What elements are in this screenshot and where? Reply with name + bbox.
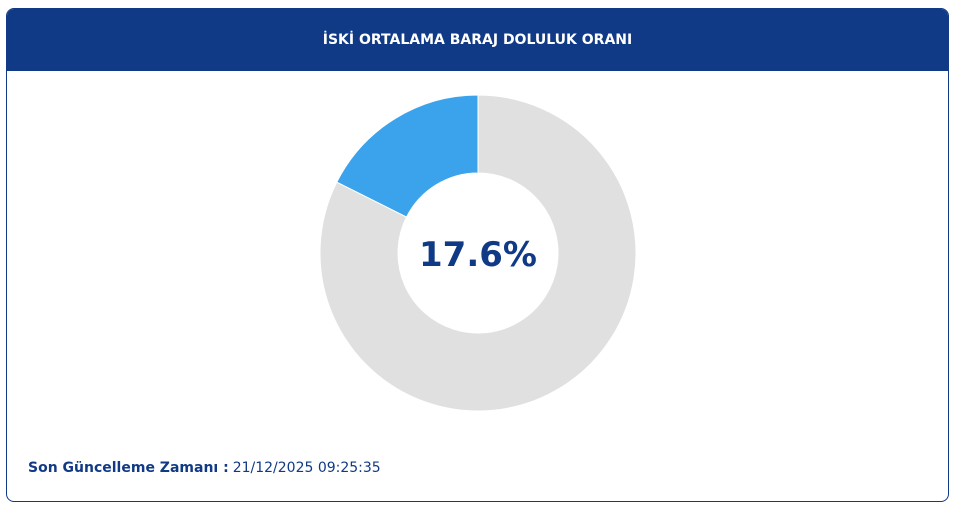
chart-title: İSKİ ORTALAMA BARAJ DOLULUK ORANI	[322, 32, 633, 48]
chart: 17.6%	[319, 94, 637, 412]
donut-segment	[319, 94, 637, 412]
center-label: 17.6%	[419, 235, 537, 275]
update-label: Son Güncelleme Zamanı :	[28, 460, 229, 476]
card: İSKİ ORTALAMA BARAJ DOLULUK ORANI 17.6% …	[6, 8, 949, 502]
donut-segment	[336, 94, 479, 218]
card-header: İSKİ ORTALAMA BARAJ DOLULUK ORANI	[7, 9, 948, 71]
footer: Son Güncelleme Zamanı :21/12/2025 09:25:…	[28, 460, 381, 476]
update-time: 21/12/2025 09:25:35	[232, 460, 381, 476]
